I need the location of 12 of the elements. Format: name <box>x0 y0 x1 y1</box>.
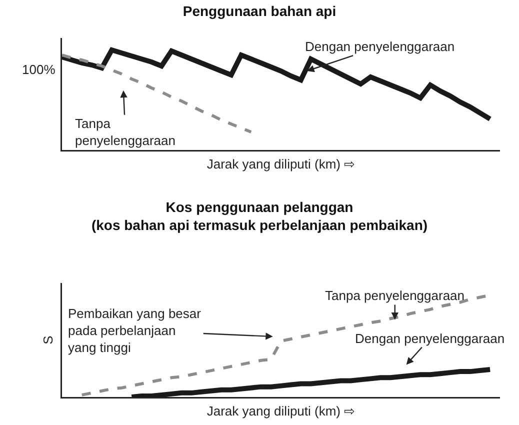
chart-title: Penggunaan bahan api <box>182 2 336 19</box>
annotation: Tanpa penyelenggaraan <box>325 288 465 303</box>
annotation: Pembaikan yang besar pada perbelanjaan yang tinggi <box>68 306 202 355</box>
text: 100% <box>22 62 56 77</box>
annotation: Dengan penyelenggaraan <box>355 331 505 346</box>
x-axis-title: Jarak yang diliputi (km) ⇨ <box>206 403 356 418</box>
chart-title: Kos penggunaan pelanggan <box>166 199 354 215</box>
annotation: Dengan penyelenggaraan <box>305 39 455 54</box>
x-axis-title: Jarak yang diliputi (km) ⇨ <box>206 156 356 172</box>
y-axis-title: S <box>40 335 56 344</box>
chart-subtitle: (kos bahan api termasuk perbelanjaan pembaikan) <box>91 217 428 234</box>
annotation: Tanpa penyelenggaraan <box>75 116 176 148</box>
